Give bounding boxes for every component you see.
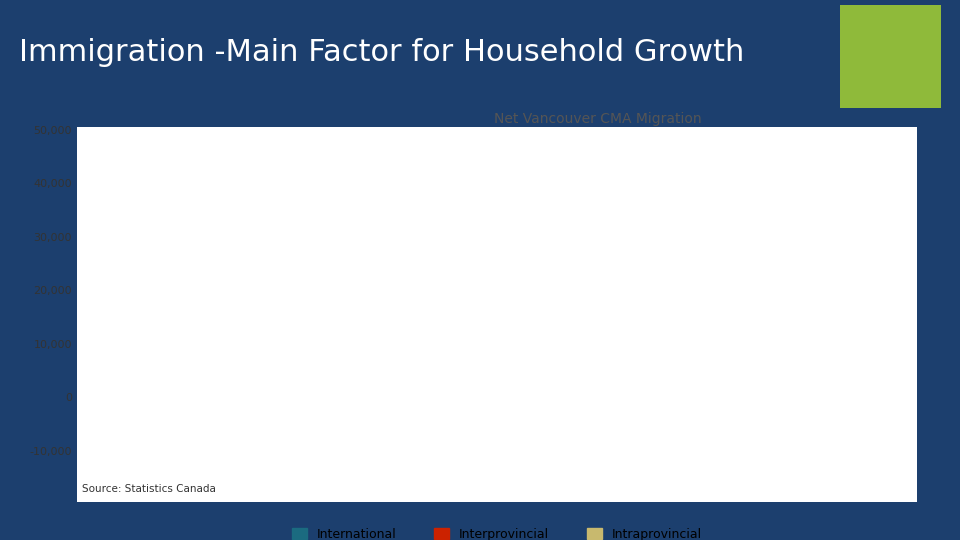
Bar — [762, 317, 807, 397]
Bar — [433, 245, 478, 397]
Bar — [762, 397, 807, 416]
Bar — [104, 237, 149, 397]
Bar — [433, 397, 478, 408]
Bar — [104, 397, 149, 424]
Text: Immigration -Main Factor for Household Growth: Immigration -Main Factor for Household G… — [19, 38, 745, 67]
Bar — [598, 397, 643, 411]
Bar — [268, 172, 314, 397]
Bar — [680, 397, 726, 419]
Bar — [598, 239, 643, 397]
Bar — [186, 183, 231, 205]
Bar — [680, 231, 726, 397]
Bar — [268, 397, 314, 408]
Bar — [845, 231, 890, 269]
Bar — [845, 397, 890, 427]
Bar — [762, 277, 807, 317]
Bar — [350, 397, 396, 406]
Bar — [350, 191, 396, 397]
Bar — [516, 397, 561, 424]
Bar — [598, 411, 643, 419]
Legend: International, Interprovincial, Intraprovincial: International, Interprovincial, Intrapro… — [292, 528, 702, 540]
Bar — [433, 239, 478, 245]
Bar — [845, 269, 890, 397]
Bar — [516, 213, 561, 397]
Bar — [186, 205, 231, 397]
Bar — [268, 148, 314, 172]
Title: Net Vancouver CMA Migration: Net Vancouver CMA Migration — [493, 112, 702, 126]
Bar — [186, 397, 231, 427]
Bar — [516, 424, 561, 432]
Bar — [350, 172, 396, 191]
Text: Source: Statistics Canada: Source: Statistics Canada — [82, 484, 215, 494]
Bar — [104, 213, 149, 237]
Bar — [680, 224, 726, 231]
